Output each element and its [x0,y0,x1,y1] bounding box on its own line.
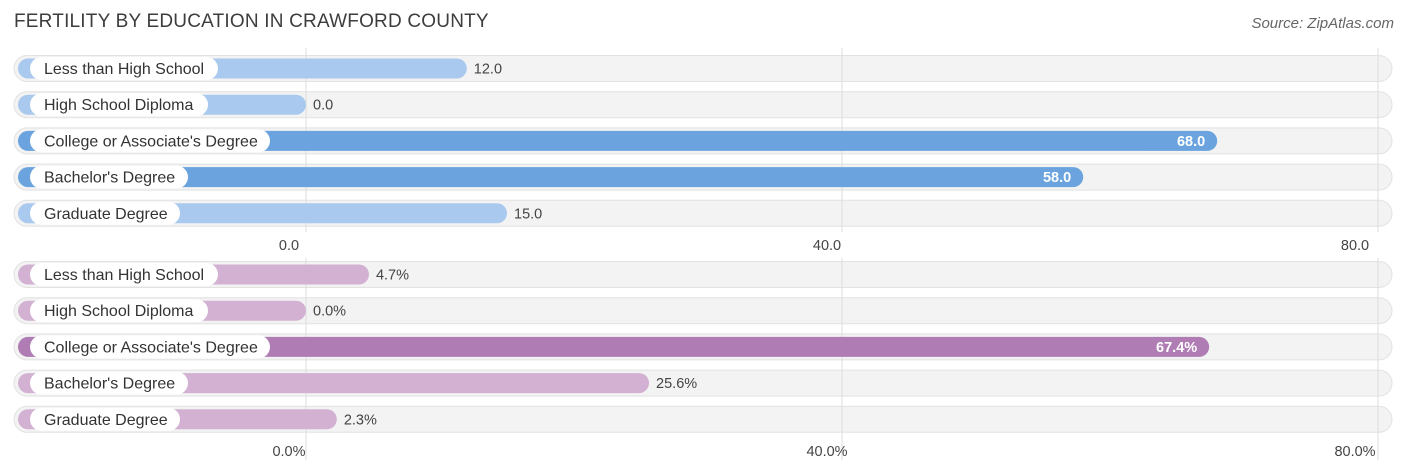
tick-label: 80.0% [1334,444,1375,460]
category-label: Graduate Degree [44,206,168,223]
tick-label: 0.0 [279,238,299,254]
value-label: 4.7% [376,268,409,284]
value-label: 15.0 [514,206,542,222]
tick-label: 0.0% [272,444,305,460]
value-label: 67.4% [1156,340,1197,356]
tick-label: 40.0 [813,238,841,254]
bar-track [13,91,1393,119]
tick-label: 40.0% [806,444,847,460]
value-label: 2.3% [344,412,377,428]
category-label-pill [30,129,270,153]
category-label: Graduate Degree [44,412,168,429]
category-label-pill [30,263,218,286]
bar-track [13,297,1393,325]
chart-title: FERTILITY BY EDUCATION IN CRAWFORD COUNT… [14,11,489,32]
category-label-pill [30,165,188,189]
source-label: Source: ZipAtlas.com [1251,15,1394,32]
chart-panel-2: Less than High School 4.7% High School Dip… [13,258,1393,460]
value-label: 25.6% [656,376,697,392]
category-label: Bachelor's Degree [44,170,175,187]
value-label: 68.0 [1177,134,1205,150]
value-label: 0.0% [313,304,346,320]
category-label: College or Associate's Degree [44,339,258,356]
category-label: High School Diploma [44,97,194,114]
value-label: 12.0 [474,62,502,78]
category-label: Less than High School [44,267,204,284]
category-label-pill [30,93,208,117]
bar-track [13,405,1393,433]
category-label-pill [30,57,218,80]
bar [18,336,1210,357]
category-label-pill [30,407,180,431]
category-label-pill [30,299,208,323]
category-label-pill [30,371,188,395]
bar [18,167,1084,188]
category-label-pill [30,335,270,359]
category-label-pill [30,201,180,225]
category-label: College or Associate's Degree [44,133,258,150]
value-label: 58.0 [1043,170,1071,186]
tick-label: 80.0 [1341,238,1369,254]
category-label: Less than High School [44,61,204,78]
bar [18,130,1218,151]
value-label: 0.0 [313,98,333,114]
category-label: Bachelor's Degree [44,376,175,393]
chart-panel-1: Less than High School 12.0 High School Dip… [13,48,1393,254]
category-label: High School Diploma [44,303,194,320]
